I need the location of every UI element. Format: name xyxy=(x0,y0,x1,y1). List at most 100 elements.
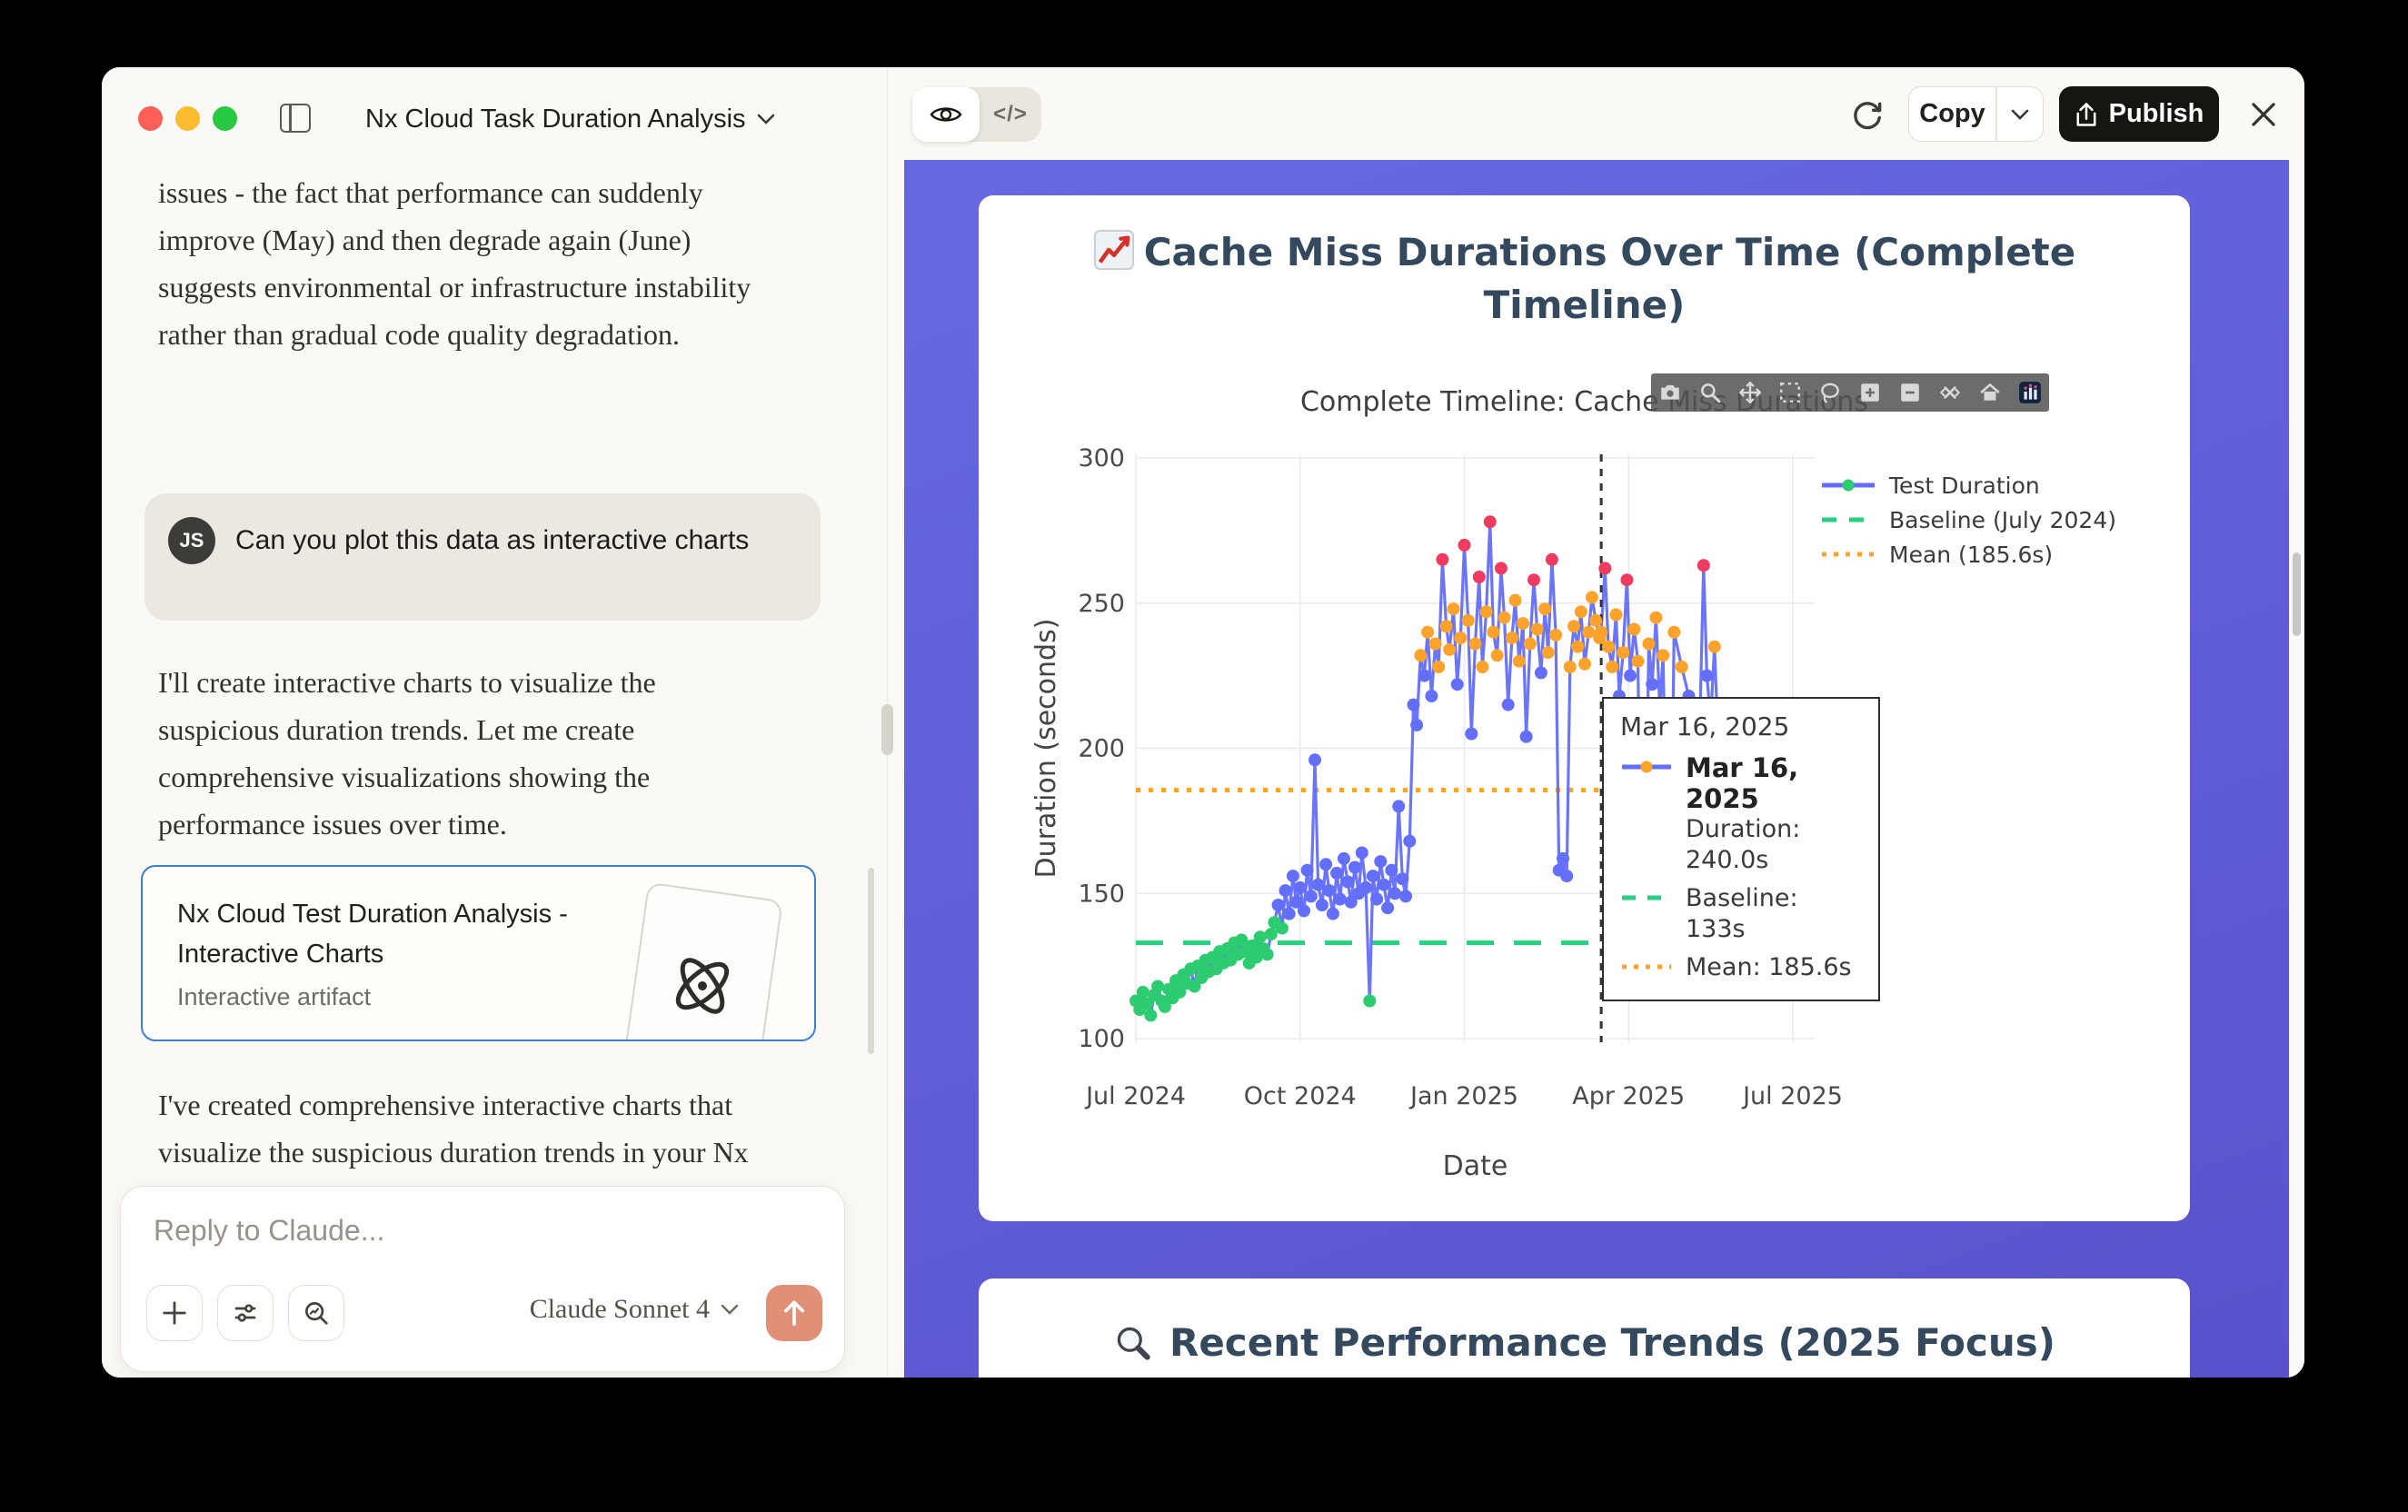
chart-card-recent-trends: Recent Performance Trends (2025 Focus) xyxy=(979,1278,2190,1378)
dashed-line-glyph xyxy=(1822,517,1875,522)
magnifier-trend-icon xyxy=(305,1302,328,1325)
chart-legend[interactable]: Test Duration Baseline (July 2024) Mean … xyxy=(1820,468,2116,572)
divider xyxy=(1995,87,1997,141)
autoscale-icon[interactable] xyxy=(1938,381,1962,404)
tooltip-mean: Mean: 185.6s xyxy=(1686,953,1852,981)
tooltip-duration: Duration: 240.0s xyxy=(1686,815,1801,874)
chevron-down-icon xyxy=(757,114,774,124)
artifact-card[interactable]: Nx Cloud Test Duration Analysis - Intera… xyxy=(141,865,816,1041)
chevron-down-icon xyxy=(721,1304,739,1315)
dotted-line-glyph xyxy=(1622,964,1671,970)
legend-label: Mean (185.6s) xyxy=(1889,541,2054,568)
svg-text:Apr 2025: Apr 2025 xyxy=(1572,1082,1685,1110)
artifact-content-area: Cache Miss Durations Over Time (Complete… xyxy=(904,160,2289,1378)
svg-text:250: 250 xyxy=(1078,590,1125,618)
svg-text:Oct 2024: Oct 2024 xyxy=(1244,1082,1357,1110)
share-upload-icon xyxy=(2076,102,2096,126)
user-avatar: JS xyxy=(168,517,215,564)
chart-card-timeline: Cache Miss Durations Over Time (Complete… xyxy=(979,195,2190,1221)
conversation-title-menu[interactable]: Nx Cloud Task Duration Analysis xyxy=(365,104,775,134)
reply-composer[interactable]: Reply to Claude... Claude Sonnet 4 xyxy=(120,1186,845,1372)
copy-label[interactable]: Copy xyxy=(1919,99,1985,128)
svg-text:Jul 2024: Jul 2024 xyxy=(1084,1082,1186,1110)
line-marker-glyph xyxy=(1822,479,1875,492)
tooltip-baseline-row: Baseline: 133s xyxy=(1620,883,1860,945)
close-icon xyxy=(2252,103,2275,126)
code-tab[interactable]: </> xyxy=(993,102,1028,126)
line-marker-glyph xyxy=(1622,761,1671,773)
pan-mode-icon[interactable] xyxy=(1738,381,1762,404)
artifact-header: </> Copy Publish xyxy=(888,67,2304,160)
model-selector[interactable]: Claude Sonnet 4 xyxy=(512,1294,739,1325)
legend-label: Baseline (July 2024) xyxy=(1889,506,2116,533)
traffic-light-minimize[interactable] xyxy=(175,106,200,131)
traffic-light-close[interactable] xyxy=(138,106,163,131)
atom-icon xyxy=(675,958,730,1014)
chart-card-title: Recent Performance Trends (2025 Focus) xyxy=(979,1317,2190,1369)
legend-item-mean[interactable]: Mean (185.6s) xyxy=(1820,537,2116,572)
tooltip-baseline: Baseline: 133s xyxy=(1686,884,1798,943)
assistant-paragraph-2: I'll create interactive charts to visual… xyxy=(158,666,656,841)
sidebar-toggle-icon[interactable] xyxy=(280,104,311,133)
chart-tooltip: Mar 16, 2025 Mar 16, 2025 Duration: 240.… xyxy=(1602,697,1880,1001)
chat-header: Nx Cloud Task Duration Analysis xyxy=(102,67,887,169)
tools-button[interactable] xyxy=(217,1285,274,1341)
research-button[interactable] xyxy=(288,1285,344,1341)
box-select-icon[interactable] xyxy=(1778,381,1802,404)
arrow-up-icon xyxy=(783,1300,805,1327)
user-message-bubble: JS Can you plot this data as interactive… xyxy=(144,493,821,621)
chart-title-text: Cache Miss Durations Over Time (Complete… xyxy=(1143,230,2076,327)
preview-tab[interactable] xyxy=(912,87,980,142)
dotted-line-glyph xyxy=(1822,552,1875,557)
traffic-light-zoom[interactable] xyxy=(213,106,237,131)
eye-icon xyxy=(930,107,962,122)
refresh-button[interactable] xyxy=(1849,97,1886,134)
svg-text:150: 150 xyxy=(1078,880,1125,908)
tooltip-point-date: Mar 16, 2025 xyxy=(1686,752,1799,814)
preview-code-toggle[interactable]: </> xyxy=(912,87,1041,142)
legend-item-baseline[interactable]: Baseline (July 2024) xyxy=(1820,502,2116,537)
chat-scrollbar[interactable] xyxy=(868,868,874,1054)
chart-increasing-emoji xyxy=(1093,229,1134,271)
dashed-line-glyph xyxy=(1622,895,1671,900)
artifact-scrollbar[interactable] xyxy=(2289,160,2304,1378)
artifact-thumbnail xyxy=(622,881,783,1040)
refresh-icon xyxy=(1854,102,1882,130)
model-name: Claude Sonnet 4 xyxy=(529,1294,710,1324)
plotly-modebar xyxy=(1651,373,2049,412)
svg-text:Duration (seconds): Duration (seconds) xyxy=(1030,619,1062,879)
artifact-scrollbar-thumb[interactable] xyxy=(2293,552,2301,636)
panel-resize-handle[interactable] xyxy=(881,704,893,755)
magnifier-emoji xyxy=(1117,1327,1150,1360)
copy-menu-button[interactable] xyxy=(1997,109,2044,120)
plotly-logo-icon[interactable] xyxy=(2018,381,2042,404)
publish-button[interactable]: Publish xyxy=(2059,86,2219,142)
svg-text:100: 100 xyxy=(1078,1025,1125,1053)
legend-item-test-duration[interactable]: Test Duration xyxy=(1820,468,2116,502)
publish-label: Publish xyxy=(2108,99,2204,128)
zoom-out-icon[interactable] xyxy=(1898,381,1922,404)
reset-axes-home-icon[interactable] xyxy=(1978,381,2002,404)
zoom-mode-icon[interactable] xyxy=(1698,381,1722,404)
zoom-in-icon[interactable] xyxy=(1858,381,1882,404)
user-message-text: Can you plot this data as interactive ch… xyxy=(235,525,750,555)
legend-label: Test Duration xyxy=(1889,472,2040,499)
svg-text:300: 300 xyxy=(1078,444,1125,472)
copy-button[interactable]: Copy xyxy=(1908,86,2044,142)
sliders-icon xyxy=(234,1304,256,1322)
section2-title-text: Recent Performance Trends (2025 Focus) xyxy=(1169,1320,2055,1365)
chevron-down-icon xyxy=(2011,109,2029,120)
camera-download-icon[interactable] xyxy=(1658,381,1682,404)
app-window: Nx Cloud Task Duration Analysis issues -… xyxy=(102,67,2304,1378)
lasso-select-icon[interactable] xyxy=(1818,381,1842,404)
close-artifact-button[interactable] xyxy=(2246,97,2281,132)
reply-input[interactable]: Reply to Claude... xyxy=(154,1214,385,1247)
attach-button[interactable] xyxy=(146,1285,203,1341)
svg-text:Jan 2025: Jan 2025 xyxy=(1408,1082,1518,1110)
artifact-card-subtitle: Interactive artifact xyxy=(177,983,372,1010)
tooltip-mean-row: Mean: 185.6s xyxy=(1620,952,1860,983)
send-button[interactable] xyxy=(766,1285,822,1341)
artifact-panel: </> Copy Publish xyxy=(888,67,2304,1378)
timeline-chart[interactable]: 100 150 200 250 300 Jul 2024 Oct 2024 Jan 2025 A… xyxy=(979,441,2190,1222)
artifact-card-title: Nx Cloud Test Duration Analysis - Intera… xyxy=(177,900,568,969)
